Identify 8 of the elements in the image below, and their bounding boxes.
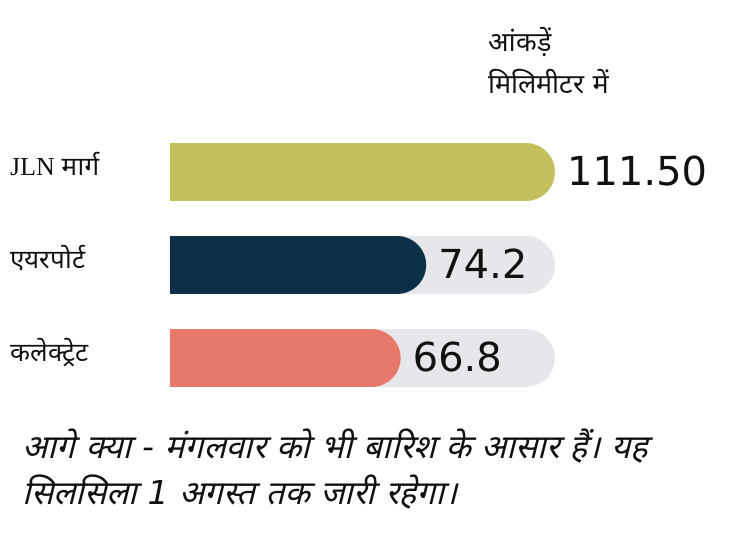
value-label: 111.50	[567, 148, 707, 197]
category: एयरपोर्ट	[10, 244, 86, 276]
value-label: 66.8	[412, 334, 502, 383]
annotation: आगे क्या - मंगलवार को भी बारिश के आसार हैं। यह सिलसिला 1 अगस्त तक जारी रहेगा।	[22, 424, 712, 516]
category: कलेक्ट्रेट	[10, 336, 90, 369]
category: JLN मार्ग	[10, 150, 101, 183]
subtitle: आंकड़ें मिलिमीटर में	[488, 26, 610, 102]
value-label: 74.2	[438, 241, 528, 290]
